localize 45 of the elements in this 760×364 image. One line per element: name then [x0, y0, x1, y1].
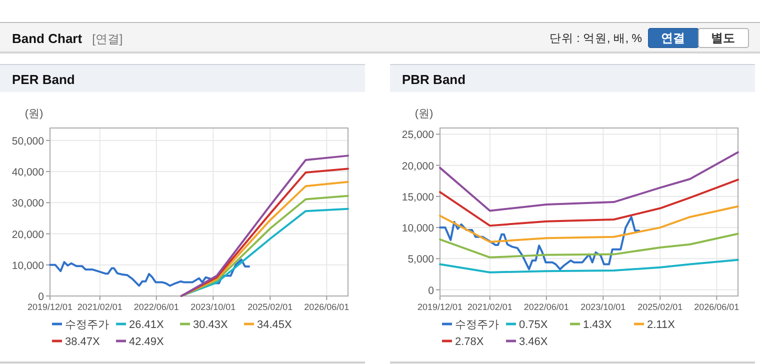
legend-label: 0.75X [519, 319, 548, 331]
legend-label: 26.41X [129, 319, 165, 331]
x-tick-label: 2023/10/01 [580, 302, 626, 312]
x-tick-label: 2022/06/01 [134, 302, 179, 312]
y-tick-label: 30,000 [12, 198, 44, 210]
y-tick-label: 15,000 [402, 191, 434, 204]
text: 연결 [661, 31, 685, 45]
x-tick-label: 2025/02/01 [638, 302, 683, 312]
legend-label: 2.11X [647, 319, 676, 331]
x-tick-label: 2021/02/01 [77, 302, 122, 312]
x-tick-label: 2026/06/01 [304, 302, 350, 312]
legend-label: 34.45X [257, 319, 293, 331]
chart-title: PER Band [12, 72, 75, 87]
legend-label: 2.78X [455, 336, 484, 348]
text: 단위 : 억원, 배, % [549, 33, 642, 45]
y-tick-label: 0 [428, 284, 434, 297]
x-tick-label: 2021/02/01 [467, 302, 512, 312]
legend-label: 38.47X [65, 336, 101, 348]
y-tick-label: 10,000 [402, 222, 434, 235]
text: [연결] [92, 32, 123, 46]
y-tick-label: 10,000 [12, 260, 44, 272]
y-tick-label: 25,000 [402, 129, 434, 142]
y-tick-label: 20,000 [12, 228, 44, 241]
x-tick-label: 2019/12/01 [418, 302, 463, 312]
y-tick-label: 0 [38, 291, 44, 303]
y-axis-title: (원) [24, 108, 44, 120]
text: Band Chart [12, 31, 83, 46]
y-tick-label: 5,000 [408, 254, 434, 266]
legend-label: 수정주가 [65, 319, 109, 331]
y-tick-label: 20,000 [402, 160, 434, 172]
legend-label: 1.43X [583, 319, 612, 331]
x-tick-label: 2022/06/01 [524, 302, 569, 312]
legend-label: 3.46X [519, 336, 548, 348]
x-tick-label: 2023/10/01 [190, 302, 236, 312]
legend-label: 수정주가 [455, 319, 499, 331]
text: 별도 [711, 31, 735, 45]
y-axis-title: (원) [414, 108, 434, 120]
legend-label: 42.49X [129, 336, 165, 348]
legend-label: 30.43X [193, 319, 229, 331]
y-tick-label: 50,000 [12, 135, 44, 148]
x-tick-label: 2026/06/01 [694, 302, 740, 312]
chart-title: PBR Band [402, 72, 466, 87]
x-tick-label: 2025/02/01 [248, 302, 293, 312]
x-tick-label: 2019/12/01 [28, 302, 73, 312]
y-tick-label: 40,000 [12, 166, 44, 179]
